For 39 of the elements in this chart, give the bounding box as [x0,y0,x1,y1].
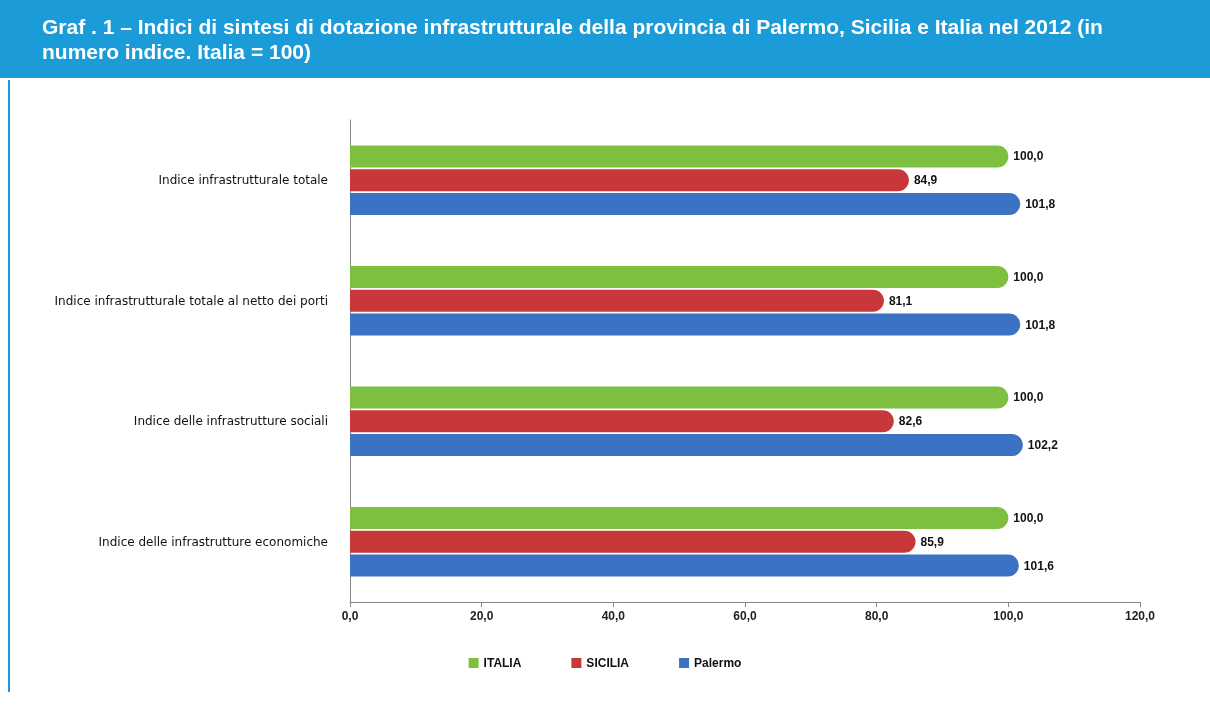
x-tick-label: 60,0 [733,609,757,623]
data-label: 100,0 [1013,149,1044,164]
data-label: 101,8 [1025,317,1056,332]
bar [350,506,1009,529]
bar [350,289,884,312]
data-label: 100,0 [1013,510,1044,525]
y-tick-label: Indice infrastrutturale totale [158,173,328,188]
data-label: 82,6 [898,414,923,429]
bar [350,410,894,433]
x-tick-label: 120,0 [1124,609,1156,623]
bar [350,530,916,553]
bar [350,145,1009,168]
bar [350,169,909,192]
data-label: 102,2 [1027,438,1059,453]
x-tick-label: 100,0 [993,609,1024,623]
y-tick-label: Indice delle infrastrutture economiche [98,534,328,549]
bar [350,193,1021,216]
legend-label: ITALIA [483,656,522,670]
bar [350,386,1009,409]
x-tick-label: 0,0 [341,609,359,623]
data-label: 101,6 [1023,558,1055,573]
data-label: 100,0 [1013,390,1044,405]
x-tick-label: 20,0 [469,609,494,623]
data-label: 81,1 [888,293,913,308]
y-tick-label: Indice delle infrastrutture sociali [133,414,328,429]
bar [350,554,1019,577]
x-tick-label: 80,0 [864,609,889,623]
data-label: 100,0 [1013,269,1044,284]
legend-label: Palermo [694,656,742,670]
chart-title: Graf . 1 – Indici di sintesi di dotazione infrastrutturale della provincia di Palermo, Sicilia e Italia nel 2012 (in numero indice. Italia = 100) [0,0,1210,78]
data-label: 84,9 [913,173,938,188]
bar [350,313,1021,336]
y-tick-label: Indice infrastrutturale totale al netto dei porti [54,293,328,308]
legend-label: SICILIA [586,656,630,670]
x-tick-label: 40,0 [601,609,626,623]
data-label: 101,8 [1025,197,1056,212]
bar [350,434,1023,457]
data-label: 85,9 [920,534,945,549]
bar [350,265,1009,288]
